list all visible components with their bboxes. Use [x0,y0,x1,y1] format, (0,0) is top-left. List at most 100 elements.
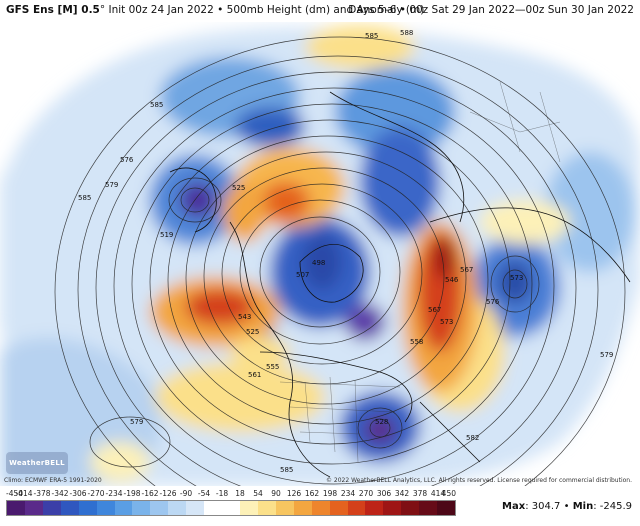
colorbar-swatch [114,501,133,515]
contour-label: 576 [120,156,134,164]
colorbar-swatch [186,501,205,515]
contour-label: 573 [440,318,453,326]
colorbar-tick-label: -270 [87,489,105,498]
contour-label-group: 585 588 585 576 579 585 525 519 543 555 … [78,29,613,474]
colorbar-tick-label: -126 [159,489,177,498]
contour-label: 555 [266,363,279,371]
contour-label: 585 [150,101,163,109]
colorbar-tick-label: 126 [286,489,302,498]
colorbar-swatch [239,501,258,515]
colorbar-swatch [132,501,151,515]
colorbar-tick-label: 18 [235,489,245,498]
colorbar-swatch [257,501,276,515]
colorbar-swatch [168,501,187,515]
contour-label: 585 [78,194,91,202]
colorbar-tick-label: 270 [358,489,374,498]
legend-footer: -450 -414 -378 -342 -306 -270 -234 -198 -162 -126… [0,486,640,526]
anomaly-map: 585 588 585 576 579 585 525 519 543 555 … [0,22,640,486]
map-panel: 585 588 585 576 579 585 525 519 543 555 … [0,22,640,486]
model-name: GFS Ens [M] 0.5 [6,4,100,16]
max-min-stats: Max: 304.7 • Min: -245.9 [502,501,632,512]
colorbar-swatch [78,501,97,515]
contour-label: 585 [280,466,293,474]
colorbar-tick-label: 414 [430,489,446,498]
coastlines [169,91,631,478]
contour-label: 576 [486,298,500,306]
colorbar-tick-label: -54 [197,489,211,498]
contour-label: 579 [130,418,143,426]
colorbar-swatch [293,501,312,515]
colorbar-swatch [329,501,348,515]
stats-bullet: • [563,501,570,512]
colorbar-swatch [275,501,294,515]
contour-label: 561 [248,371,261,379]
contour-label: 582 [466,434,479,442]
anomaly-colorbar [6,500,456,516]
colorbar-tick-label: 90 [271,489,281,498]
colorbar-tick-label: 198 [322,489,338,498]
colorbar-swatch [437,501,456,515]
colorbar-swatch [60,501,79,515]
contour-label: 558 [410,338,423,346]
max-label: Max [502,501,526,512]
weatherbell-logo: WeatherBELL [6,452,68,474]
contour-label: 507 [296,271,309,279]
colorbar-tick-label: 378 [412,489,428,498]
colorbar-tick-label: -306 [69,489,87,498]
contour-label: 579 [105,181,118,189]
colorbar-swatch [7,501,25,515]
degree-symbol: ° [99,4,106,16]
colorbar-tick-label: 306 [376,489,392,498]
colorbar-tick-label: -234 [105,489,123,498]
colorbar-tick-labels: -450 -414 -378 -342 -306 -270 -234 -198 -162 -126… [6,489,456,499]
colorbar-tick-label: 54 [253,489,263,498]
min-label: Min [572,501,594,512]
colorbar-swatch [24,501,43,515]
init-time: Init 00z 24 Jan 2022 [108,4,214,16]
contour-label: 525 [246,328,259,336]
contour-label: 567 [428,306,441,314]
contour-label: 588 [400,29,413,37]
valid-time: Days 5–6 • 00z Sat 29 Jan 2022—00z Sun 3… [348,4,634,16]
colorbar-swatch [311,501,330,515]
colorbar-tick-label: -162 [141,489,159,498]
contour-label: 543 [238,313,251,321]
colorbar-swatch [383,501,402,515]
colorbar-swatch [419,501,438,515]
climatology-credit: Climo: ECMWF ERA-5 1991-2020 [4,477,102,484]
colorbar-tick-label: -342 [51,489,69,498]
title-separator: • [217,4,224,16]
contour-label: 579 [600,351,613,359]
colorbar-swatch [204,501,223,515]
contour-label: 498 [312,259,325,267]
contour-label: 525 [232,184,245,192]
colorbar-tick-label: 450 [441,489,456,498]
colorbar-tick-label: -414 [15,489,33,498]
colorbar-swatch [401,501,420,515]
colorbar-swatch [42,501,61,515]
copyright-notice: © 2022 WeatherBELL Analytics, LLC. All r… [326,477,632,484]
anomaly-shading [0,25,640,486]
colorbar-tick-label: -18 [215,489,229,498]
min-value: -245.9 [599,501,632,512]
colorbar-swatch [96,501,115,515]
colorbar-tick-label: -90 [179,489,193,498]
contour-label: 528 [375,418,388,426]
contour-label: 546 [445,276,459,284]
field-name: 500mb Height (dm) and Anomaly (m) [226,4,425,16]
max-value: 304.7 [531,501,561,512]
contour-label: 519 [160,231,173,239]
colorbar-tick-label: -378 [33,489,51,498]
contour-label: 585 [365,32,378,40]
colorbar-tick-label: 234 [340,489,356,498]
colorbar-swatch [222,501,240,515]
map-title: GFS Ens [M] 0.5° Init 00z 24 Jan 2022 • … [6,4,424,16]
colorbar-swatch [150,501,169,515]
colorbar-tick-label: -450 [6,489,24,498]
political-borders [279,81,561,463]
contour-label: 567 [460,266,473,274]
contour-label: 573 [510,274,523,282]
colorbar-tick-label: 342 [394,489,410,498]
colorbar-tick-label: -198 [123,489,141,498]
colorbar-tick-label: 162 [304,489,320,498]
